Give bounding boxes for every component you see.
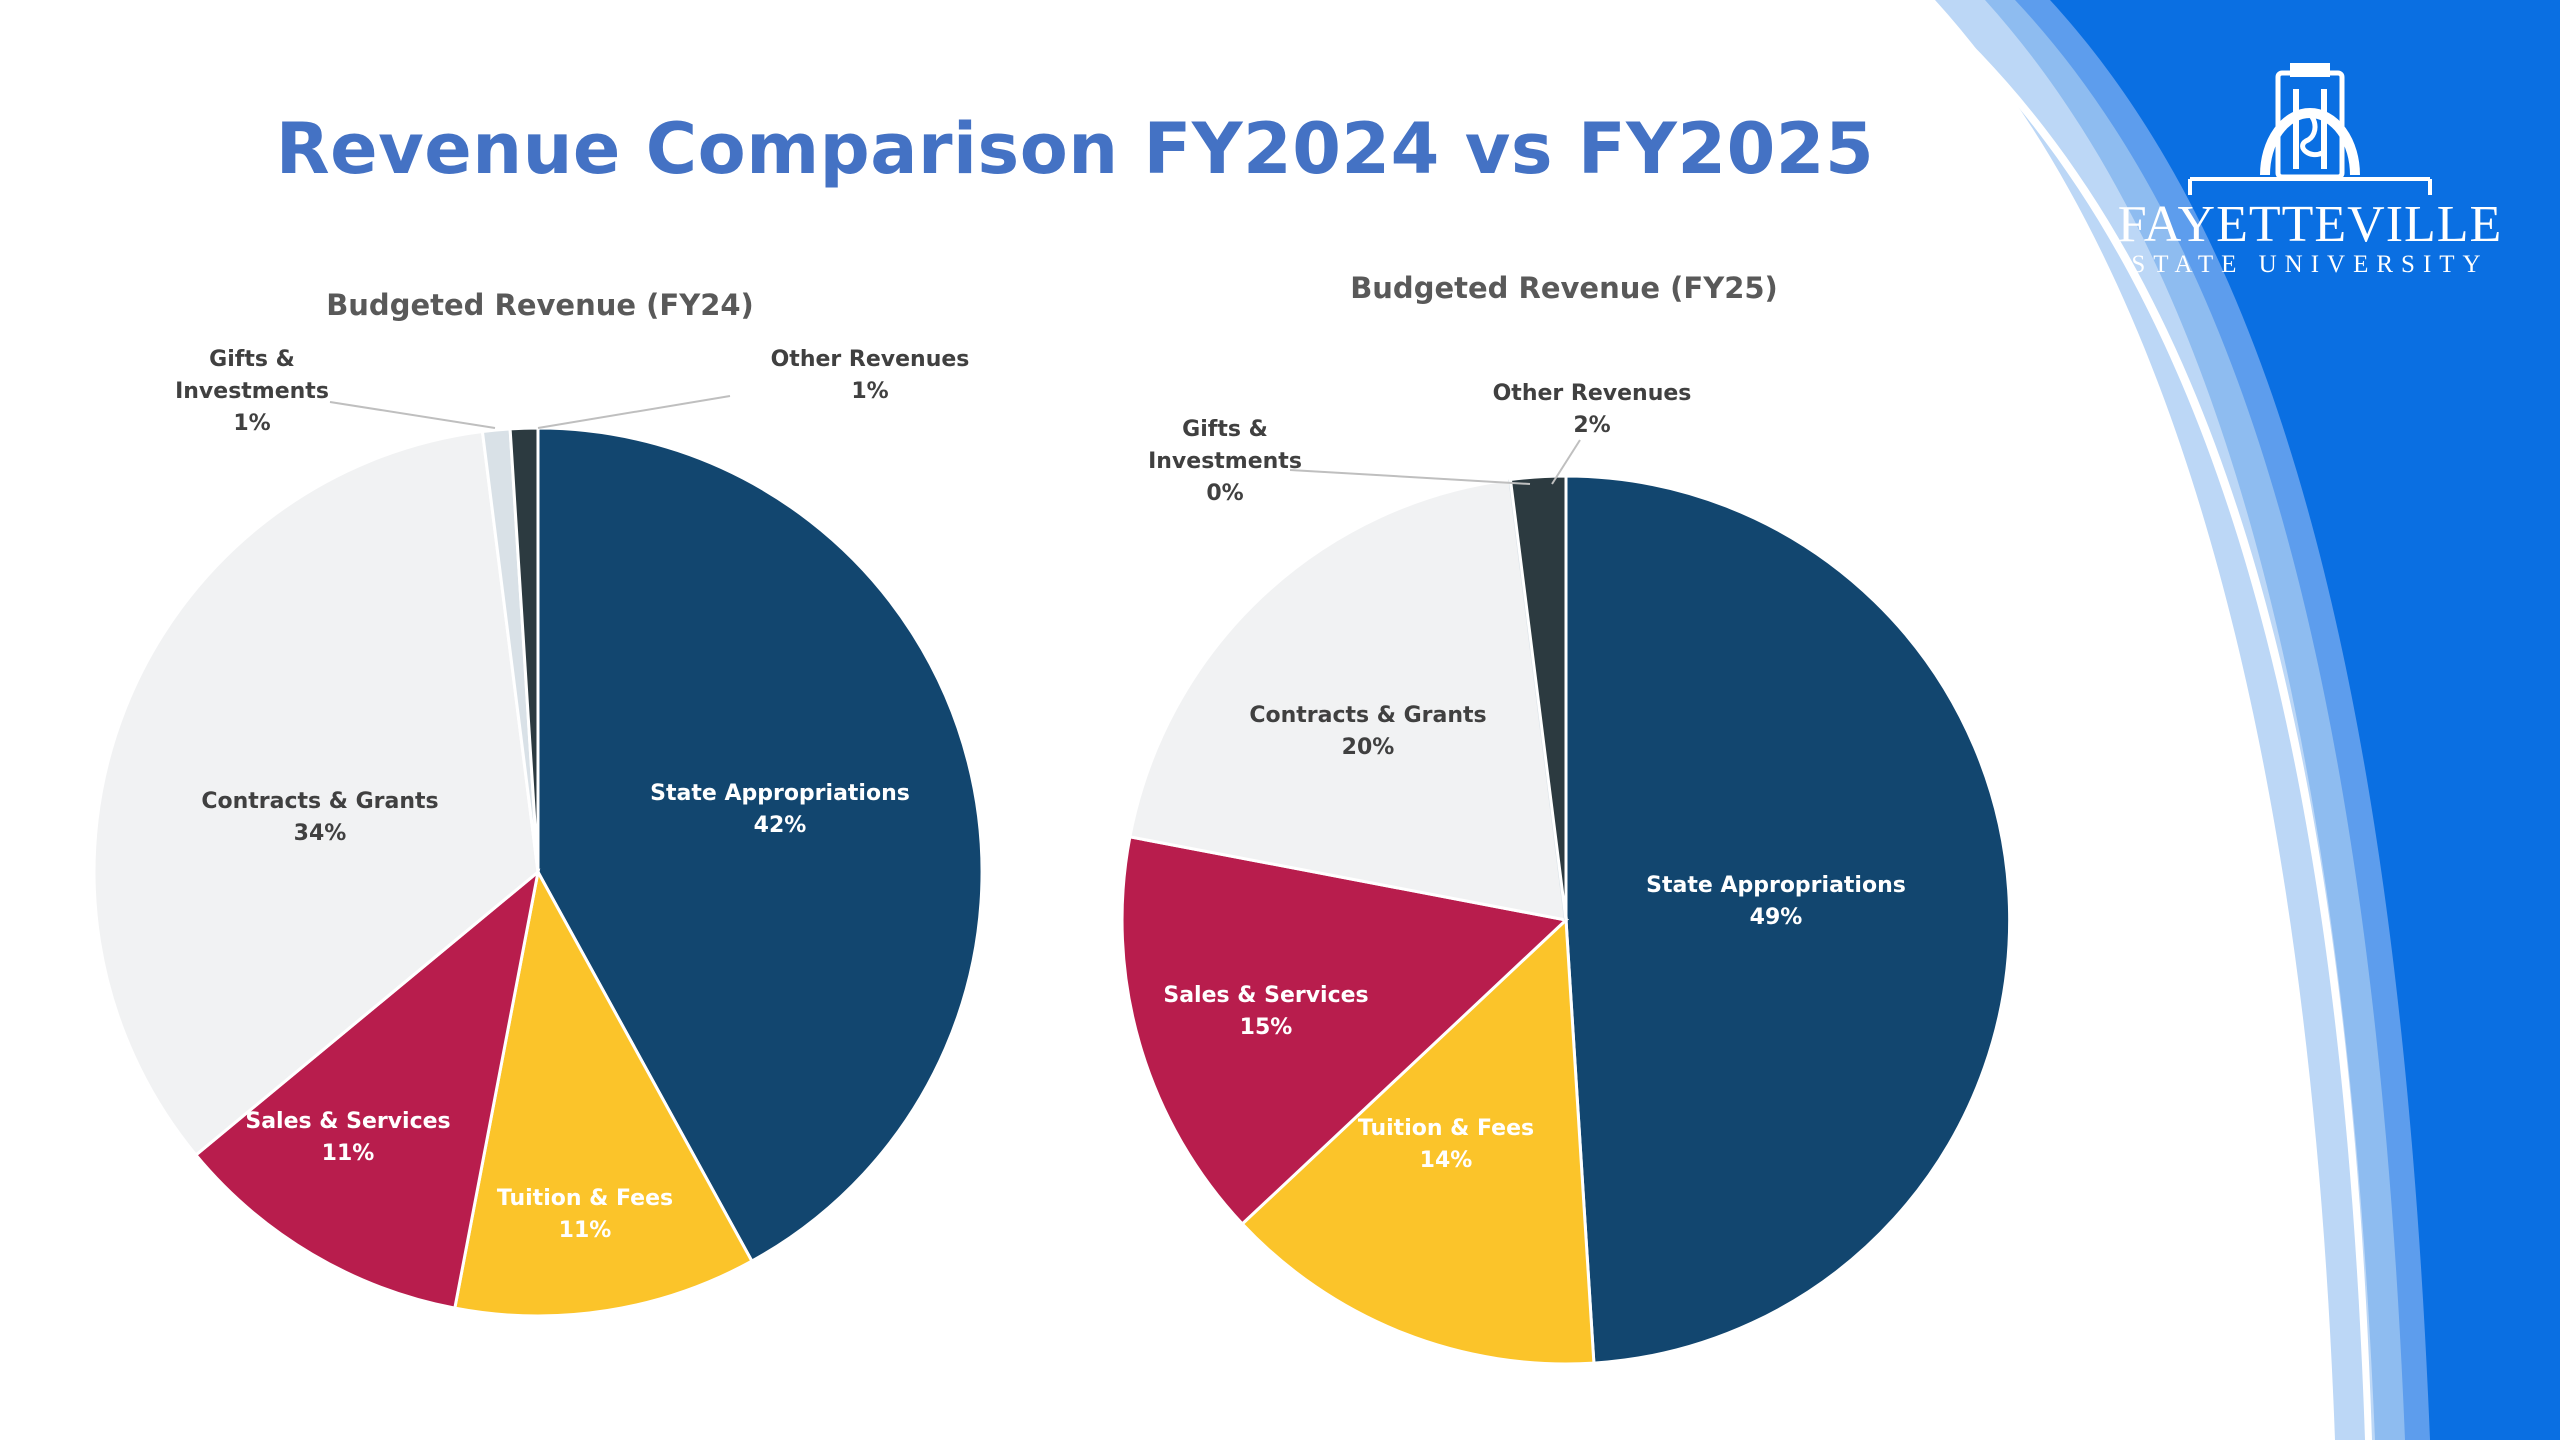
data-label: Sales & Services 15% <box>1163 983 1368 1040</box>
chart-title-fy24: Budgeted Revenue (FY24) <box>326 288 754 322</box>
logo-subtitle: STATE UNIVERSITY <box>2131 251 2489 278</box>
data-label: Tuition & Fees 14% <box>1358 1116 1534 1173</box>
leader-line <box>329 401 496 429</box>
data-label: Tuition & Fees 11% <box>497 1186 673 1243</box>
university-logo: FAYETTEVILLE STATE UNIVERSITY <box>2110 55 2510 295</box>
pie-slice-other-revenues <box>1508 474 1568 921</box>
leader-line <box>537 395 731 429</box>
pie-slice-contracts-grants <box>92 429 540 1158</box>
pie-slice-sales-services <box>1120 835 1570 1227</box>
leader-line <box>1551 439 1581 485</box>
logo-wordmark: FAYETTEVILLE <box>2117 196 2503 253</box>
data-label: Sales & Services 11% <box>245 1109 450 1166</box>
data-label: Other Revenues 2% <box>1493 381 1692 438</box>
pie-slice-other-revenues <box>508 426 540 873</box>
data-label: Contracts & Grants 20% <box>1249 703 1486 760</box>
chart-title-fy25: Budgeted Revenue (FY25) <box>1350 271 1778 305</box>
pie-slice-sales-services <box>193 868 541 1310</box>
pie-slice-state-appropriations <box>536 426 984 1264</box>
data-label: Gifts & Investments 1% <box>175 347 329 436</box>
data-label: Gifts & Investments 0% <box>1148 417 1302 506</box>
pie-slice-state-appropriations <box>1564 474 2012 1365</box>
pie-slice-tuition-fees <box>453 867 754 1318</box>
data-label: Contracts & Grants 34% <box>201 789 438 846</box>
logo-emblem-icon <box>2188 63 2432 195</box>
pie-slice-contracts-grants <box>1128 477 1568 922</box>
leader-line <box>1289 469 1531 485</box>
data-label: State Appropriations 42% <box>650 781 910 838</box>
slide-title: Revenue Comparison FY2024 vs FY2025 <box>275 108 1875 190</box>
data-label: State Appropriations 49% <box>1646 873 1906 930</box>
data-label: Other Revenues 1% <box>771 347 970 404</box>
pie-slice-tuition-fees <box>1240 916 1596 1366</box>
